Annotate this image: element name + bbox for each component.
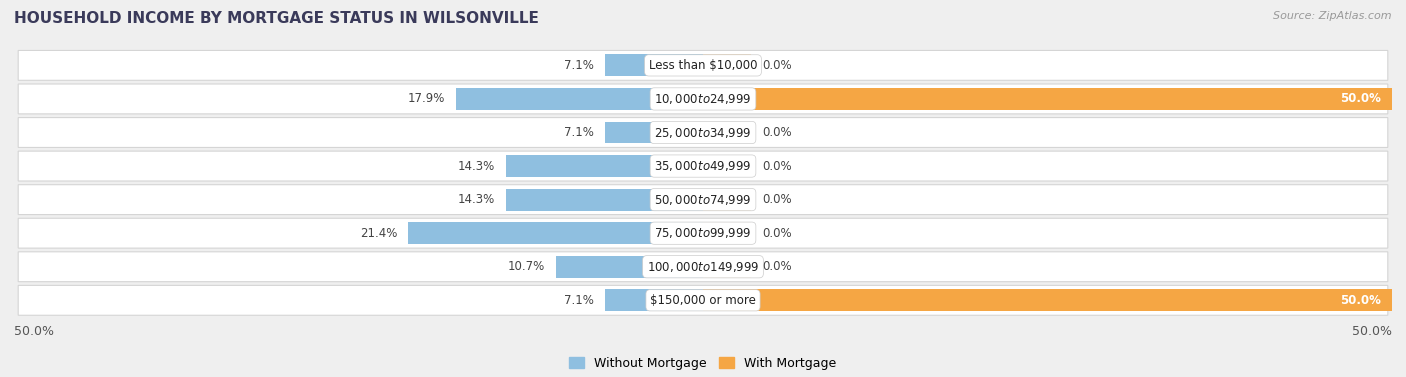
- Text: HOUSEHOLD INCOME BY MORTGAGE STATUS IN WILSONVILLE: HOUSEHOLD INCOME BY MORTGAGE STATUS IN W…: [14, 11, 538, 26]
- Text: $50,000 to $74,999: $50,000 to $74,999: [654, 193, 752, 207]
- Text: $25,000 to $34,999: $25,000 to $34,999: [654, 126, 752, 139]
- Text: 7.1%: 7.1%: [564, 59, 595, 72]
- Text: 0.0%: 0.0%: [762, 59, 792, 72]
- Bar: [605, 54, 703, 76]
- FancyBboxPatch shape: [18, 84, 1388, 114]
- Text: Less than $10,000: Less than $10,000: [648, 59, 758, 72]
- Text: 50.0%: 50.0%: [14, 325, 53, 339]
- Text: 14.3%: 14.3%: [458, 159, 495, 173]
- Text: 0.0%: 0.0%: [762, 126, 792, 139]
- Text: 50.0%: 50.0%: [1340, 294, 1381, 307]
- Bar: [555, 256, 703, 277]
- FancyBboxPatch shape: [18, 51, 1388, 80]
- Bar: [457, 88, 703, 110]
- Text: $100,000 to $149,999: $100,000 to $149,999: [647, 260, 759, 274]
- Bar: [506, 155, 703, 177]
- Legend: Without Mortgage, With Mortgage: Without Mortgage, With Mortgage: [564, 352, 842, 375]
- Bar: [703, 155, 751, 177]
- Bar: [703, 256, 751, 277]
- Text: 10.7%: 10.7%: [508, 260, 544, 273]
- Bar: [703, 88, 1392, 110]
- Text: 0.0%: 0.0%: [762, 193, 792, 206]
- Bar: [408, 222, 703, 244]
- FancyBboxPatch shape: [18, 285, 1388, 315]
- Bar: [703, 222, 751, 244]
- Text: $75,000 to $99,999: $75,000 to $99,999: [654, 226, 752, 240]
- Text: 7.1%: 7.1%: [564, 294, 595, 307]
- FancyBboxPatch shape: [18, 252, 1388, 282]
- Text: $150,000 or more: $150,000 or more: [650, 294, 756, 307]
- Bar: [605, 122, 703, 143]
- Bar: [703, 189, 751, 210]
- Bar: [703, 290, 1392, 311]
- Bar: [703, 122, 751, 143]
- Bar: [703, 54, 751, 76]
- FancyBboxPatch shape: [18, 218, 1388, 248]
- Text: 14.3%: 14.3%: [458, 193, 495, 206]
- FancyBboxPatch shape: [18, 118, 1388, 147]
- Text: 50.0%: 50.0%: [1353, 325, 1392, 339]
- Text: 0.0%: 0.0%: [762, 159, 792, 173]
- Text: 7.1%: 7.1%: [564, 126, 595, 139]
- Text: 0.0%: 0.0%: [762, 260, 792, 273]
- Text: 0.0%: 0.0%: [762, 227, 792, 240]
- Bar: [605, 290, 703, 311]
- FancyBboxPatch shape: [18, 185, 1388, 215]
- Text: $10,000 to $24,999: $10,000 to $24,999: [654, 92, 752, 106]
- Text: 21.4%: 21.4%: [360, 227, 396, 240]
- FancyBboxPatch shape: [18, 151, 1388, 181]
- Text: 50.0%: 50.0%: [1340, 92, 1381, 106]
- Bar: [506, 189, 703, 210]
- Text: Source: ZipAtlas.com: Source: ZipAtlas.com: [1274, 11, 1392, 21]
- Text: $35,000 to $49,999: $35,000 to $49,999: [654, 159, 752, 173]
- Text: 17.9%: 17.9%: [408, 92, 446, 106]
